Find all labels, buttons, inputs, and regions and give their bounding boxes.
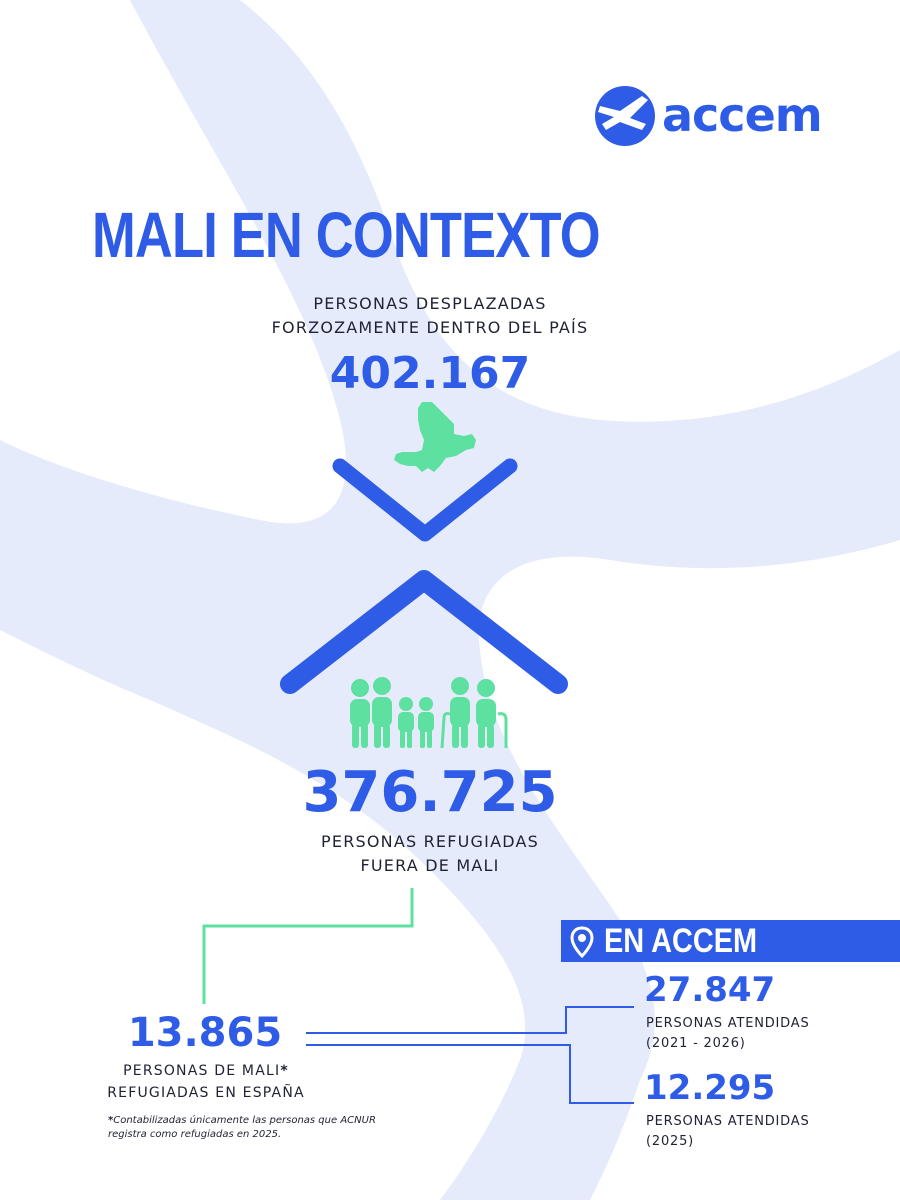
chevron-down-icon [332,458,518,542]
accem-badge-label: EN ACCEM [604,922,758,960]
green-connector-line [202,888,414,1004]
footnote: *Contabilizadas únicamente las personas … [108,1114,388,1142]
accem-item-2-label-line1: PERSONAS ATENDIDAS [646,1114,810,1129]
spain-value: 13.865 [127,1010,283,1056]
accem-badge [561,920,900,962]
family-group-icon [350,677,508,749]
accem-item-2-label-line2: (2025) [646,1134,695,1149]
footnote-text: Contabilizadas únicamente las personas q… [108,1115,376,1140]
accem-logo [595,86,655,146]
displaced-label-line1: PERSONAS DESPLAZADAS [313,294,547,313]
refugees-abroad-label-line2: FUERA DE MALI [360,856,500,875]
spain-label-asterisk: * [280,1063,289,1079]
blue-connector-lines [306,1006,634,1104]
footnote-star: * [108,1115,114,1126]
displaced-label-line2: FORZOZAMENTE DENTRO DEL PAÍS [271,318,589,337]
accem-item-2-value: 12.295 [644,1068,776,1108]
displaced-label: PERSONAS DESPLAZADAS FORZOZAMENTE DENTRO… [250,292,610,340]
mali-map-icon [394,402,476,472]
accem-item-1-label: PERSONAS ATENDIDAS (2021 - 2026) [646,1014,810,1054]
refugees-abroad-label-line1: PERSONAS REFUGIADAS [321,832,539,851]
accem-item-1-label-line2: (2021 - 2026) [646,1036,746,1051]
refugees-abroad-value: 376.725 [302,760,558,825]
accem-item-1-value: 27.847 [644,970,776,1010]
page-title: MALI EN CONTEXTO [92,199,601,271]
accem-item-2-label: PERSONAS ATENDIDAS (2025) [646,1112,810,1152]
refugees-abroad-label: PERSONAS REFUGIADAS FUERA DE MALI [270,830,590,878]
roof-icon [280,570,568,694]
displaced-value: 402.167 [329,348,531,399]
location-pin-icon [570,926,594,958]
accem-item-1-label-line1: PERSONAS ATENDIDAS [646,1016,810,1031]
spain-label-line1: PERSONAS DE MALI [123,1063,281,1079]
spain-label: PERSONAS DE MALI* REFUGIADAS EN ESPAÑA [96,1060,316,1104]
spain-label-line2: REFUGIADAS EN ESPAÑA [107,1085,305,1101]
logo-wordmark: accem [662,88,823,142]
